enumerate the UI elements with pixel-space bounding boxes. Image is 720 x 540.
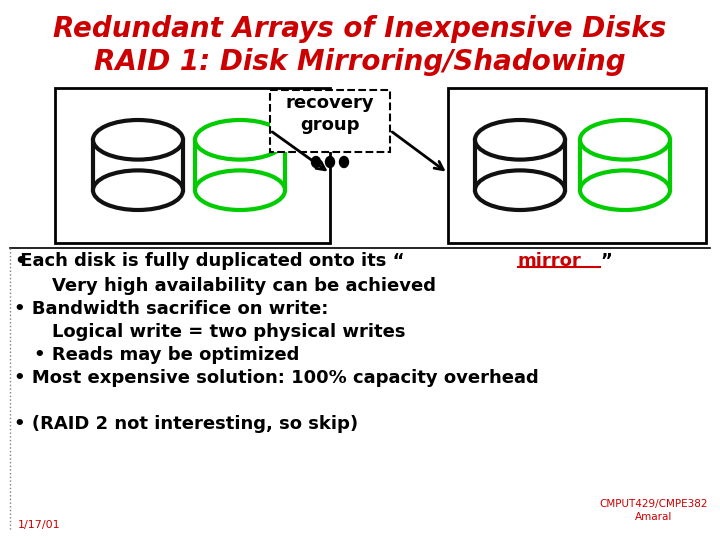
Ellipse shape — [325, 157, 335, 167]
Text: recovery
group: recovery group — [286, 94, 374, 134]
Text: Each disk is fully duplicated onto its “: Each disk is fully duplicated onto its “ — [14, 252, 405, 270]
Polygon shape — [580, 140, 670, 190]
Text: 1/17/01: 1/17/01 — [18, 520, 60, 530]
Text: • Bandwidth sacrifice on write:: • Bandwidth sacrifice on write: — [14, 300, 328, 318]
Text: Very high availability can be achieved: Very high availability can be achieved — [52, 277, 436, 295]
Text: mirror: mirror — [518, 252, 582, 270]
FancyBboxPatch shape — [55, 88, 330, 243]
Ellipse shape — [580, 171, 670, 210]
Ellipse shape — [93, 171, 183, 210]
Text: • Reads may be optimized: • Reads may be optimized — [34, 346, 300, 364]
Ellipse shape — [580, 120, 670, 160]
Ellipse shape — [475, 120, 565, 160]
Ellipse shape — [475, 171, 565, 210]
Text: RAID 1: Disk Mirroring/Shadowing: RAID 1: Disk Mirroring/Shadowing — [94, 48, 626, 76]
Text: CMPUT429/CMPE382
Amaral: CMPUT429/CMPE382 Amaral — [600, 499, 708, 522]
FancyBboxPatch shape — [270, 90, 390, 152]
Text: • Most expensive solution: 100% capacity overhead: • Most expensive solution: 100% capacity… — [14, 369, 539, 387]
Polygon shape — [475, 140, 565, 190]
Polygon shape — [93, 140, 183, 190]
Ellipse shape — [93, 120, 183, 160]
FancyBboxPatch shape — [448, 88, 706, 243]
Ellipse shape — [312, 157, 320, 167]
Text: • (RAID 2 not interesting, so skip): • (RAID 2 not interesting, so skip) — [14, 415, 358, 433]
Text: •: • — [14, 252, 27, 271]
Ellipse shape — [340, 157, 348, 167]
Text: Redundant Arrays of Inexpensive Disks: Redundant Arrays of Inexpensive Disks — [53, 15, 667, 43]
Text: Logical write = two physical writes: Logical write = two physical writes — [52, 323, 405, 341]
Ellipse shape — [195, 120, 285, 160]
Ellipse shape — [195, 171, 285, 210]
Polygon shape — [195, 140, 285, 190]
Text: ”: ” — [600, 252, 612, 270]
